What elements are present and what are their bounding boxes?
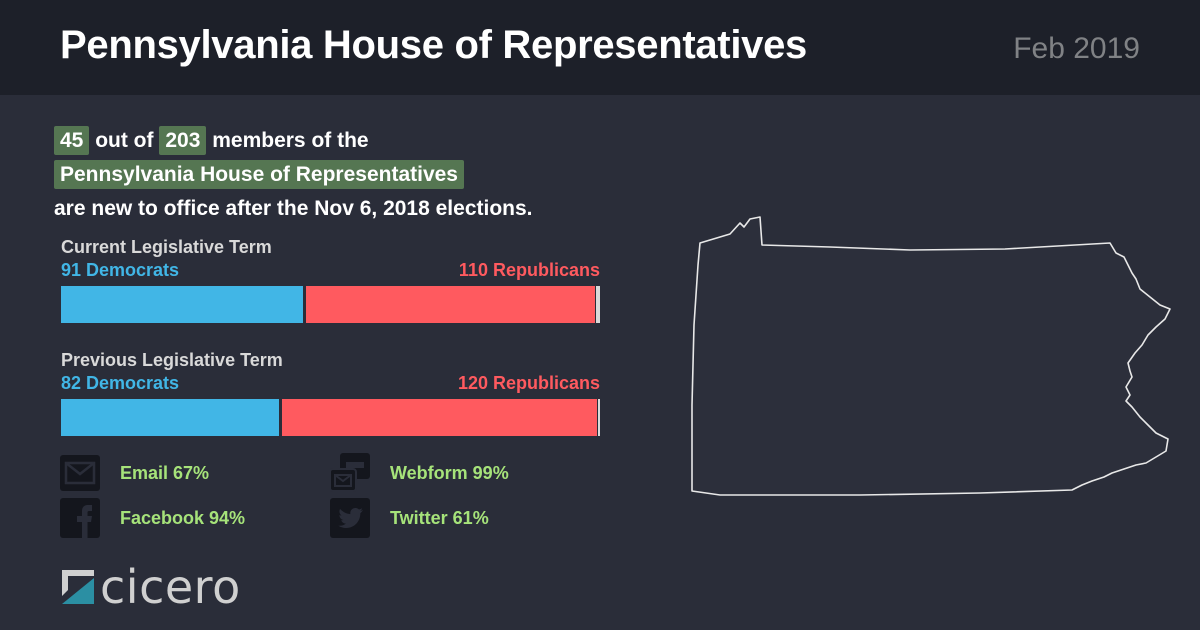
webform-icon (330, 453, 370, 493)
new-count: 45 (54, 126, 90, 155)
cicero-logo: cicero (62, 560, 241, 614)
previous-dem-bar (61, 399, 279, 436)
page-title: Pennsylvania House of Representatives (60, 23, 807, 67)
email-icon (60, 453, 100, 493)
headline-line-1: 45 out of 203 members of the (54, 124, 654, 158)
current-dem-bar (61, 286, 303, 323)
headline-line-2: Pennsylvania House of Representatives (54, 158, 654, 192)
total-count: 203 (159, 126, 207, 155)
facebook-icon (60, 498, 100, 538)
pennsylvania-map (691, 216, 1171, 496)
date-label: Feb 2019 (1013, 32, 1140, 65)
previous-term-label: Previous Legislative Term (61, 350, 283, 370)
webform-label: Webform 99% (390, 462, 509, 483)
headline-line-3: are new to office after the Nov 6, 2018 … (54, 197, 533, 220)
contact-twitter: Twitter 61% (330, 498, 489, 538)
twitter-icon (330, 498, 370, 538)
current-rep-label: 110 Republicans (458, 260, 600, 280)
contact-email: Email 67% (60, 453, 209, 493)
chamber-name: Pennsylvania House of Representatives (54, 160, 464, 189)
current-dem-label: 91 Democrats (61, 260, 180, 280)
current-rep-bar (305, 286, 595, 323)
previous-rep-label: 120 Republicans (457, 373, 600, 393)
cicero-logo-text: cicero (100, 560, 241, 614)
headline: 45 out of 203 members of the Pennsylvani… (54, 124, 654, 226)
cicero-logo-icon (62, 570, 94, 604)
email-label: Email 67% (120, 462, 210, 483)
header: Pennsylvania House of Representatives Fe… (0, 0, 1200, 95)
contact-webform: Webform 99% (330, 453, 509, 493)
headline-text-1: out of (89, 129, 160, 152)
pennsylvania-outline (691, 216, 1171, 496)
current-term-label: Current Legislative Term (61, 237, 272, 257)
headline-text-2: members of the (206, 129, 369, 152)
previous-dem-label: 82 Democrats (61, 373, 180, 393)
facebook-label: Facebook 94% (120, 507, 246, 528)
contact-facebook: Facebook 94% (60, 498, 245, 538)
previous-term-bar (61, 399, 600, 436)
current-other-bar (595, 286, 600, 323)
previous-rep-bar (281, 399, 598, 436)
previous-other-bar (598, 399, 600, 436)
current-term-bar (61, 286, 600, 323)
twitter-label: Twitter 61% (390, 507, 489, 528)
